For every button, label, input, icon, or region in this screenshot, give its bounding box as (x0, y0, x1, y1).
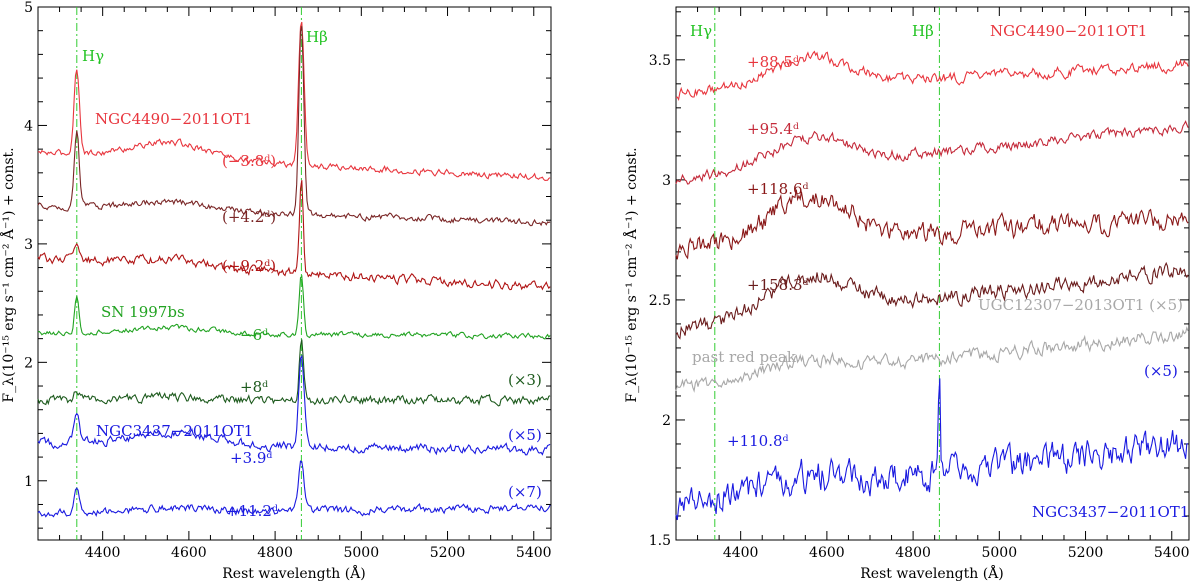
left-x-tick-label: 4400 (85, 545, 121, 561)
right-y-tick-label: 3 (662, 173, 671, 189)
right-x-tick-label: 5200 (1068, 545, 1104, 561)
right-panel: 4400 4600 4800 5000 5200 5400 1.5 2 2.5 3 3.5 Rest… (622, 6, 1190, 582)
right-scale-x5: (×5) (1144, 362, 1178, 380)
right-spectrum-0 (675, 50, 1189, 101)
right-x-tick-label: 5400 (1154, 545, 1190, 561)
right-y-tick-label: 1.5 (649, 533, 671, 549)
left-x-tick-label: 5200 (430, 545, 466, 561)
right-epoch-88p5: +88.5ᵈ (747, 53, 799, 71)
left-x-axis-label: Rest wavelength (Å) (222, 564, 365, 582)
left-epoch-p11p2: +11.2ᵈ (226, 502, 278, 520)
left-y-tick-label: 1 (24, 474, 33, 490)
right-spectrum-1 (675, 120, 1189, 185)
left-ngc4490-label: NGC4490−2011OT1 (95, 110, 252, 128)
left-sn1997bs-label: SN 1997bs (101, 303, 185, 321)
right-epoch-118p6: +118.6ᵈ (747, 180, 809, 198)
right-epoch-110p8: +110.8ᵈ (727, 432, 789, 450)
left-y-tick-label: 5 (24, 0, 33, 16)
left-scale-x5: (×5) (508, 426, 542, 444)
right-y-tick-label: 2.5 (649, 293, 671, 309)
left-hgamma-label: Hγ (82, 47, 104, 65)
left-line-markers (76, 7, 302, 540)
left-epoch-m3p8: (−3.8ᵈ) (222, 152, 276, 170)
right-y-axis-label: F_λ(10⁻¹⁵ erg s⁻¹ cm⁻² Å⁻¹) + const. (622, 147, 640, 402)
right-spectrum-3 (675, 261, 1189, 340)
left-y-tick-label: 3 (24, 237, 33, 253)
left-epoch-p9p2: (+9.2ᵈ) (222, 257, 276, 275)
right-y-tick-label: 3.5 (649, 53, 671, 69)
right-plot-frame (675, 6, 1190, 541)
right-x-tick-label: 4400 (723, 545, 759, 561)
left-scale-x3: (×3) (508, 371, 542, 389)
left-epoch-p8: +8ᵈ (240, 378, 268, 396)
left-series-group (37, 21, 551, 518)
right-hbeta-label: Hβ (912, 22, 934, 40)
right-spectrum-2 (675, 189, 1189, 260)
right-epoch-95p4: +95.4ᵈ (747, 120, 799, 138)
left-spectrum-1 (37, 26, 551, 227)
left-spectrum-2 (37, 180, 551, 291)
left-hbeta-label: Hβ (306, 28, 328, 46)
left-x-tick-label: 4600 (171, 545, 207, 561)
left-y-tick-label: 2 (24, 355, 33, 371)
right-ngc4490-label: NGC4490−2011OT1 (990, 22, 1147, 40)
left-spectrum-0 (37, 21, 551, 181)
right-ngc3437-label: NGC3437−2011OT1 (1032, 503, 1189, 521)
left-x-tick-label: 4800 (257, 545, 293, 561)
left-ngc3437-label: NGC3437−2011OT1 (96, 422, 253, 440)
right-axis-ticks: 4400 4600 4800 5000 5200 5400 1.5 2 2.5 3 3.5 (649, 7, 1190, 561)
left-spectrum-4 (37, 339, 551, 407)
left-scale-x7: (×7) (508, 483, 542, 501)
left-panel: 4400 4600 4800 5000 5200 5400 1 2 3 4 5 Rest wavel… (0, 0, 552, 582)
left-epoch-p4p2: (+4.2ᵈ) (222, 208, 276, 226)
right-line-markers (714, 7, 940, 540)
right-x-tick-label: 4800 (895, 545, 931, 561)
left-y-tick-label: 4 (24, 118, 33, 134)
right-x-tick-label: 4600 (809, 545, 845, 561)
right-hgamma-label: Hγ (690, 22, 712, 40)
right-series-group (675, 50, 1189, 521)
left-epoch-p3p9: +3.9ᵈ (230, 449, 272, 467)
right-ugc12307-label: UGC12307−2013OT1 (×5) (978, 296, 1183, 314)
right-past-red-peak-label: past red peak (692, 348, 797, 366)
left-x-tick-label: 5000 (343, 545, 379, 561)
left-spectrum-5 (37, 354, 551, 456)
left-y-axis-label: F_λ(10⁻¹⁵ erg s⁻¹ cm⁻² Å⁻¹) + const. (0, 147, 17, 402)
left-axis-ticks: 4400 4600 4800 5000 5200 5400 1 2 3 4 5 (24, 0, 551, 561)
left-plot-frame (37, 6, 552, 541)
right-x-tick-label: 5000 (981, 545, 1017, 561)
left-spectrum-3 (37, 275, 551, 340)
left-spectrum-6 (37, 460, 551, 518)
right-epoch-158p3: +158.3ᵈ (747, 276, 809, 294)
right-spectrum-5 (675, 378, 1189, 521)
left-epoch-m6: −6ᵈ (240, 326, 268, 344)
right-y-tick-label: 2 (662, 413, 671, 429)
right-spectrum-4 (675, 326, 1189, 393)
right-x-axis-label: Rest wavelength (Å) (860, 564, 1003, 582)
left-x-tick-label: 5400 (516, 545, 552, 561)
